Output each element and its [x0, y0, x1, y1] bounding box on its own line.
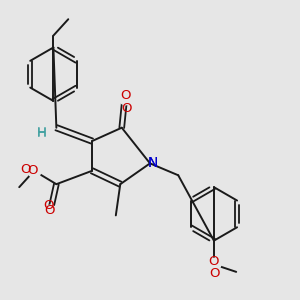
Text: O: O [21, 163, 31, 176]
Text: O: O [121, 102, 131, 116]
Text: O: O [120, 88, 131, 101]
Text: H: H [37, 127, 46, 140]
Text: O: O [44, 199, 54, 212]
Text: O: O [209, 267, 220, 280]
Text: N: N [148, 156, 158, 170]
Text: O: O [209, 255, 219, 268]
Text: N: N [148, 156, 158, 170]
Text: O: O [27, 164, 38, 177]
Text: O: O [44, 203, 55, 217]
Text: H: H [37, 126, 46, 139]
